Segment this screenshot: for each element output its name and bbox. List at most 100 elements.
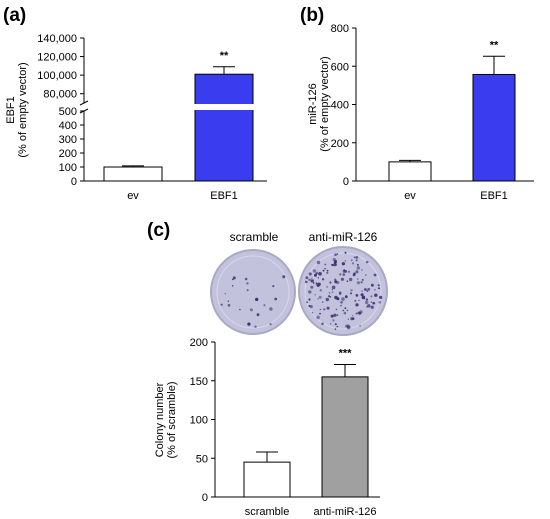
colony-dot xyxy=(365,274,367,276)
colony-dot xyxy=(336,314,339,316)
colony-dot xyxy=(244,277,248,281)
bar-break-gap xyxy=(194,104,254,110)
colony-dot xyxy=(324,267,326,270)
colony-dot xyxy=(352,315,354,317)
colony-dot xyxy=(318,295,322,299)
y-tick-label: 100 xyxy=(190,415,208,427)
panel-label-a: (a) xyxy=(3,5,26,26)
colony-dot xyxy=(344,307,347,309)
colony-dot xyxy=(338,291,342,295)
colony-dot xyxy=(330,323,332,325)
colony-dot xyxy=(326,271,329,274)
colony-dot xyxy=(360,293,364,297)
y-tick-label: 800 xyxy=(331,23,349,35)
colony-dot xyxy=(340,277,344,281)
colony-dot xyxy=(357,311,360,315)
axis-break-mark-upper xyxy=(79,100,89,106)
colony-dot xyxy=(333,263,337,267)
colony-dot xyxy=(256,313,260,317)
colony-dot xyxy=(370,301,373,304)
colony-dot xyxy=(342,309,345,312)
colony-dot xyxy=(341,297,345,301)
colony-dot xyxy=(305,280,308,284)
colony-dot xyxy=(356,263,359,266)
y-tick-label: 0 xyxy=(202,492,208,504)
colony-dot xyxy=(305,276,309,280)
y-tick-label: 0 xyxy=(71,176,77,188)
colony-dot xyxy=(330,314,334,318)
colony-dot xyxy=(355,312,358,315)
colony-dot xyxy=(322,269,325,272)
colony-dot xyxy=(370,305,374,309)
colony-dot xyxy=(329,296,332,298)
colony-dot xyxy=(354,299,357,302)
x-tick-label: ev xyxy=(127,190,139,202)
colony-dot xyxy=(364,300,369,305)
plate-label-anti-mir-126: anti-miR-126 xyxy=(309,230,378,244)
y-tick-label: 140,000 xyxy=(37,33,77,45)
colony-dot xyxy=(272,285,275,288)
colony-dot xyxy=(269,307,273,311)
colony-dot xyxy=(356,278,359,280)
plate-anti-mir-126 xyxy=(298,246,388,336)
colony-dot xyxy=(366,290,369,292)
bar-EBF1 xyxy=(194,73,254,182)
colony-dot xyxy=(254,325,257,328)
colony-dot xyxy=(344,295,348,299)
colony-dot xyxy=(308,278,311,281)
colony-dot xyxy=(324,263,327,266)
colony-dot xyxy=(349,277,353,282)
colony-dot xyxy=(346,309,349,312)
colony-dot xyxy=(343,311,347,315)
colony-dot xyxy=(317,298,319,300)
y-tick-label: 600 xyxy=(331,61,349,73)
panel-label-c: (c) xyxy=(147,220,170,241)
colony-dot xyxy=(318,272,322,276)
colony-dot xyxy=(355,259,358,262)
colony-dot xyxy=(326,269,329,272)
chart-a: 0 100 200 300 400 500 80,000 100,000 120,000 140,… xyxy=(5,33,267,202)
colony-dot xyxy=(353,272,356,275)
y-tick-label: 50 xyxy=(196,453,208,465)
colony-dot xyxy=(339,273,342,276)
plate-inner-rim xyxy=(216,255,290,329)
colony-dot xyxy=(332,257,336,262)
plate-label-scramble: scramble xyxy=(230,230,279,244)
y-tick-label: 500 xyxy=(59,106,77,118)
colony-dot xyxy=(335,308,338,311)
colony-dot xyxy=(308,290,312,294)
y-axis-label-units: (% of empty vector) xyxy=(17,62,29,157)
bar-EBF1 xyxy=(472,73,516,182)
colony-dot xyxy=(374,293,378,297)
colony-dot xyxy=(356,266,360,270)
colony-dot xyxy=(336,297,338,299)
x-tick-label: scramble xyxy=(245,506,290,518)
colony-dot xyxy=(326,306,330,310)
y-tick-label: 400 xyxy=(331,100,349,112)
y-tick-label: 200 xyxy=(190,337,208,349)
y-tick-label: 0 xyxy=(343,176,349,188)
y-axis-label-units: (% of empty vector) xyxy=(319,56,331,151)
colony-dot xyxy=(312,282,315,284)
colony-dot xyxy=(331,291,334,294)
colony-dot xyxy=(314,294,316,296)
colony-dot xyxy=(316,260,321,265)
colony-dot xyxy=(334,253,337,256)
colony-dot xyxy=(379,295,383,299)
chart-c: 0 50 100 150 200 Colony number (% of scramble)… xyxy=(154,337,380,518)
colony-dot xyxy=(367,304,371,308)
colony-dot xyxy=(231,285,234,287)
colony-dot xyxy=(246,289,249,292)
colony-dot xyxy=(321,278,325,281)
colony-dot xyxy=(371,283,374,287)
colony-dot xyxy=(331,285,336,290)
colony-dot xyxy=(224,293,226,295)
colony-dot xyxy=(319,308,321,311)
colony-dot xyxy=(322,301,324,303)
colony-dot xyxy=(255,297,259,302)
colony-dot xyxy=(247,322,251,326)
colony-dot xyxy=(378,301,382,304)
colony-dot xyxy=(358,299,360,301)
colony-dot xyxy=(249,308,253,312)
